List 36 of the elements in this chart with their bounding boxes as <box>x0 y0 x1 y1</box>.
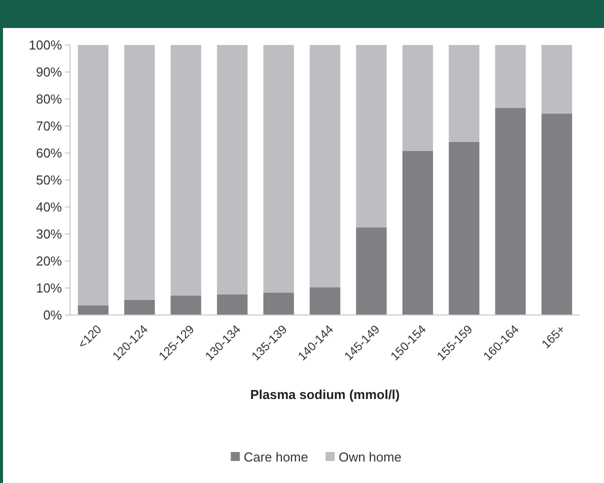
x-axis-title: Plasma sodium (mmol/l) <box>250 387 400 402</box>
bar <box>356 45 387 228</box>
y-tick-label: 100% <box>28 38 62 53</box>
legend-label: Care home <box>244 450 308 465</box>
bar <box>495 108 526 315</box>
bar <box>356 228 387 315</box>
y-tick-label: 90% <box>36 64 62 80</box>
bar <box>402 45 434 151</box>
y-tick-label: 50% <box>36 172 62 188</box>
bar <box>263 45 294 293</box>
bar <box>448 142 480 315</box>
bar <box>78 45 108 306</box>
legend-label: Own home <box>338 450 402 465</box>
bar <box>124 45 155 300</box>
bar <box>542 114 572 315</box>
bar <box>170 296 202 315</box>
y-tick-label: 70% <box>36 118 62 134</box>
bar <box>542 45 572 114</box>
bar <box>448 45 480 142</box>
y-tick-label: 20% <box>36 254 62 269</box>
bar <box>310 45 340 288</box>
bar <box>216 45 248 294</box>
bar <box>310 287 340 315</box>
bar <box>170 45 202 296</box>
y-tick-label: 60% <box>36 146 62 161</box>
bar <box>124 300 155 315</box>
bar <box>216 294 248 315</box>
y-tick-label: 40% <box>36 200 62 215</box>
bar <box>495 45 526 108</box>
bar <box>78 305 108 315</box>
y-tick-label: 80% <box>36 92 62 107</box>
bar <box>402 150 434 315</box>
y-tick-label: 10% <box>36 280 62 296</box>
y-tick-label: 0% <box>43 308 62 323</box>
y-tick-label: 30% <box>36 226 62 242</box>
bar <box>263 292 294 315</box>
